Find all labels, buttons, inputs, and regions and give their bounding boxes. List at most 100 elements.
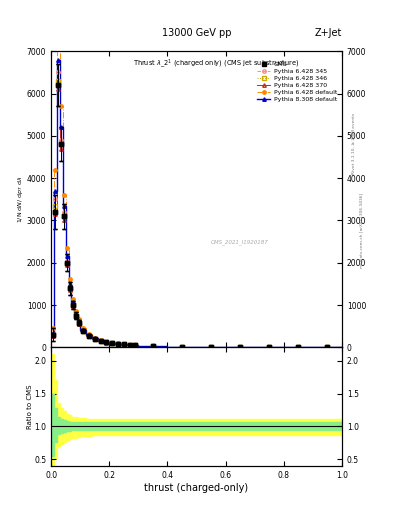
Pythia 6.428 default [86,331,91,337]
Pythia 6.428 370 [110,340,114,347]
Line: Pythia 6.428 345: Pythia 6.428 345 [51,71,329,349]
Pythia 6.428 default [110,339,114,346]
Pythia 6.428 370 [133,343,138,349]
Pythia 6.428 370 [104,339,109,346]
Pythia 6.428 346 [50,331,55,337]
Pythia 6.428 370 [116,341,120,347]
Pythia 6.428 346 [325,345,330,351]
Pythia 6.428 370 [65,262,70,268]
Pythia 6.428 default [92,335,97,341]
Pythia 6.428 370 [73,313,78,319]
Y-axis label: $\mathrm{1 / N}$ $\mathrm{d}N /$ $\mathrm{d}p_T$ $\mathrm{d}\lambda$: $\mathrm{1 / N}$ $\mathrm{d}N /$ $\mathr… [17,176,25,223]
Pythia 6.428 345 [98,338,103,344]
Pythia 6.428 default [127,342,132,348]
Pythia 6.428 345 [73,312,78,318]
Pythia 6.428 345 [53,196,58,202]
Pythia 6.428 default [116,340,120,347]
Pythia 8.308 default [238,344,242,350]
Pythia 6.428 345 [59,137,64,143]
Pythia 6.428 345 [71,301,75,307]
Pythia 6.428 346 [73,313,78,319]
Text: Z+Jet: Z+Jet [314,28,342,38]
Pythia 6.428 346 [81,328,85,334]
Pythia 6.428 346 [209,344,213,350]
Pythia 6.428 346 [127,342,132,348]
Line: Pythia 6.428 346: Pythia 6.428 346 [51,79,329,349]
Pythia 6.428 default [76,316,81,323]
Pythia 6.428 345 [238,344,242,350]
Pythia 8.308 default [86,332,91,338]
Pythia 6.428 default [68,276,72,282]
Pythia 6.428 346 [92,336,97,342]
Pythia 8.308 default [296,344,301,350]
Pythia 6.428 346 [151,343,155,349]
Pythia 6.428 345 [296,344,301,350]
Line: Pythia 8.308 default: Pythia 8.308 default [51,58,329,349]
X-axis label: thrust (charged-only): thrust (charged-only) [145,482,248,493]
Pythia 6.428 default [62,192,66,198]
Pythia 6.428 default [121,341,126,347]
Text: Thrust $\lambda\_2^1$ (charged only) (CMS jet substructure): Thrust $\lambda\_2^1$ (charged only) (CM… [132,57,299,70]
Pythia 6.428 346 [133,343,138,349]
Pythia 6.428 default [56,27,61,33]
Pythia 6.428 345 [92,336,97,342]
Pythia 6.428 346 [86,333,91,339]
Line: Pythia 6.428 default: Pythia 6.428 default [51,28,329,349]
Pythia 6.428 346 [59,141,64,147]
Pythia 6.428 345 [127,342,132,348]
Pythia 6.428 370 [92,336,97,342]
Pythia 6.428 default [238,344,242,350]
Pythia 6.428 346 [238,344,242,350]
Pythia 8.308 default [65,253,70,260]
Pythia 6.428 345 [151,343,155,349]
Pythia 6.428 default [209,344,213,350]
Pythia 6.428 346 [56,78,61,84]
Pythia 6.428 345 [121,342,126,348]
Pythia 8.308 default [116,340,120,347]
Pythia 8.308 default [151,343,155,349]
Pythia 6.428 346 [110,340,114,346]
Pythia 6.428 default [73,308,78,314]
Pythia 6.428 346 [180,344,184,350]
Pythia 8.308 default [133,342,138,348]
Pythia 8.308 default [56,57,61,63]
Pythia 6.428 370 [267,344,272,350]
Pythia 6.428 345 [81,327,85,333]
Pythia 6.428 346 [71,302,75,308]
Pythia 8.308 default [50,330,55,336]
Pythia 6.428 default [133,342,138,348]
Pythia 8.308 default [81,327,85,333]
Pythia 6.428 default [104,338,109,345]
Pythia 6.428 default [50,325,55,331]
Pythia 8.308 default [71,300,75,306]
Pythia 6.428 370 [71,303,75,309]
Line: Pythia 6.428 370: Pythia 6.428 370 [51,88,329,349]
Pythia 6.428 370 [62,218,66,224]
Pythia 6.428 345 [62,209,66,215]
Pythia 6.428 370 [180,344,184,350]
Pythia 6.428 370 [127,342,132,348]
Pythia 8.308 default [98,338,103,344]
Pythia 8.308 default [53,188,58,194]
Pythia 6.428 370 [81,328,85,334]
Pythia 8.308 default [325,345,330,351]
Pythia 8.308 default [180,344,184,350]
Pythia 6.428 345 [209,344,213,350]
Pythia 8.308 default [209,344,213,350]
Pythia 6.428 345 [76,319,81,326]
Pythia 6.428 370 [238,344,242,350]
Text: 13000 GeV pp: 13000 GeV pp [162,28,231,38]
Pythia 6.428 370 [296,344,301,350]
Pythia 6.428 default [267,344,272,350]
Pythia 6.428 345 [267,344,272,350]
Pythia 8.308 default [104,339,109,345]
Pythia 6.428 default [296,344,301,350]
Pythia 6.428 345 [180,344,184,350]
Pythia 6.428 346 [104,339,109,346]
Pythia 6.428 346 [267,344,272,350]
Pythia 8.308 default [110,340,114,346]
Pythia 8.308 default [127,342,132,348]
Pythia 6.428 346 [98,338,103,344]
Pythia 6.428 default [151,343,155,349]
Pythia 6.428 370 [209,344,213,350]
